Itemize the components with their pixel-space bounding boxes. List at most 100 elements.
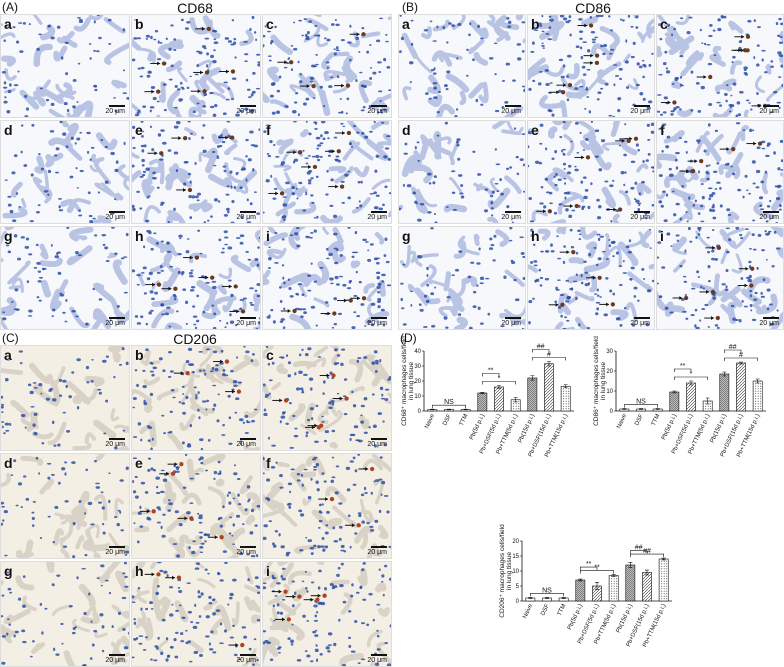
bar xyxy=(477,392,488,412)
micrograph-tile-b-e: e 20 μm xyxy=(527,120,655,224)
scale-bar: 20 μm xyxy=(367,654,387,664)
tile-letter: a xyxy=(4,16,12,32)
scale-bar: 20 μm xyxy=(105,438,125,448)
tile-letter: h xyxy=(135,228,144,244)
x-tick-label: Pb(5d p.i.) xyxy=(469,413,486,441)
error-bar xyxy=(722,371,727,377)
x-tick-label: TTM xyxy=(557,603,568,617)
error-bar xyxy=(611,574,616,577)
panel-label-c: (C) xyxy=(2,331,19,345)
bar xyxy=(642,572,652,602)
error-bar xyxy=(578,578,583,582)
tile-letter: f xyxy=(660,122,665,138)
cd86-title: CD86 xyxy=(575,0,611,16)
scale-bar: 20 μm xyxy=(236,438,256,448)
micrograph-tile-c-h: h 20 μm xyxy=(131,561,261,667)
scale-bar: 20 μm xyxy=(236,211,256,221)
significance-label: # xyxy=(547,352,551,359)
significance-label: * xyxy=(690,371,693,378)
significance-bracket xyxy=(630,553,664,558)
x-tick-label: Pb(15d p.i.) xyxy=(518,413,537,444)
scale-bar: 20 μm xyxy=(501,105,521,115)
scale-bar: 20 μm xyxy=(367,211,387,221)
y-tick-label: 10 xyxy=(512,569,519,575)
y-axis-label: CD86⁺ macrophages cells/fieldin lung tis… xyxy=(593,336,607,426)
bar xyxy=(527,377,538,412)
significance-bracket xyxy=(674,368,692,372)
significance-label: NS xyxy=(444,399,454,406)
y-tick-label: 0 xyxy=(516,599,520,605)
error-bar xyxy=(595,582,599,590)
scale-bar: 20 μm xyxy=(105,654,125,664)
tile-letter: e xyxy=(135,455,143,471)
error-bar xyxy=(463,408,468,411)
x-tick-label: Pb(15d p.i.) xyxy=(710,413,729,444)
tile-letter: g xyxy=(4,228,13,244)
y-tick-label: 30 xyxy=(606,349,613,355)
error-bar xyxy=(645,569,649,576)
bar xyxy=(686,382,696,412)
tile-letter: i xyxy=(660,228,664,244)
micrograph-tile-c-a: a 20 μm xyxy=(0,345,130,451)
micrograph-tile-b-a: a 20 μm xyxy=(398,14,526,118)
micrograph-tile-c-g: g 20 μm xyxy=(0,561,130,667)
tile-letter: g xyxy=(4,563,13,579)
micrograph-tile-a-i: i 20 μm xyxy=(262,226,392,330)
scale-bar: 20 μm xyxy=(501,211,521,221)
significance-bracket xyxy=(530,593,564,597)
significance-bracket xyxy=(624,404,658,408)
tile-letter: c xyxy=(266,347,274,363)
error-bar xyxy=(547,361,551,367)
error-bar xyxy=(672,390,677,394)
micrograph-tile-a-d: d 20 μm xyxy=(0,120,130,224)
micrograph-tile-b-d: d 20 μm xyxy=(398,120,526,224)
micrograph-tile-c-i: i 20 μm xyxy=(262,561,392,667)
y-tick-label: 15 xyxy=(512,554,519,560)
error-bar xyxy=(497,385,501,389)
significance-bracket xyxy=(432,404,466,409)
x-tick-label: Naive xyxy=(424,413,436,430)
micrograph-tile-a-a: a 20 μm xyxy=(0,14,130,118)
bar xyxy=(752,380,763,412)
y-axis-label: CD206⁺ macrophages cells/fieldin lung ti… xyxy=(499,524,513,618)
micrograph-tile-a-f: f 20 μm xyxy=(262,120,392,224)
error-bar xyxy=(628,562,633,568)
scale-bar: 20 μm xyxy=(236,105,256,115)
significance-label: NS xyxy=(542,587,552,594)
tile-letter: i xyxy=(266,228,270,244)
micrograph-tile-b-f: f 20 μm xyxy=(656,120,784,224)
y-tick-label: 0 xyxy=(610,409,614,415)
tile-letter: f xyxy=(266,122,271,138)
bar xyxy=(719,373,730,412)
x-tick-label: Pb(5d p.i.) xyxy=(661,413,678,441)
tile-letter: e xyxy=(531,122,539,138)
significance-bracket xyxy=(724,349,742,353)
tile-letter: a xyxy=(4,347,12,363)
scale-bar: 20 μm xyxy=(759,317,779,327)
tile-letter: i xyxy=(266,563,270,579)
significance-label: ** xyxy=(586,561,592,568)
micrograph-tile-a-c: c 20 μm xyxy=(262,14,392,118)
micrograph-tile-c-d: d 20 μm xyxy=(0,453,130,559)
significance-bracket xyxy=(580,570,614,574)
tile-letter: c xyxy=(660,16,668,32)
bar xyxy=(494,386,504,412)
tile-letter: d xyxy=(4,122,13,138)
scale-bar: 20 μm xyxy=(367,546,387,556)
x-tick-label: DSF xyxy=(634,413,645,427)
significance-bracket xyxy=(724,357,758,361)
scale-bar: 20 μm xyxy=(367,105,387,115)
tile-letter: c xyxy=(266,16,274,32)
significance-label: ## xyxy=(635,545,643,552)
tile-letter: b xyxy=(135,16,144,32)
micrograph-tile-b-g: g 20 μm xyxy=(398,226,526,330)
error-bar xyxy=(661,557,666,561)
significance-bracket xyxy=(630,550,648,554)
y-tick-label: 40 xyxy=(414,349,421,355)
bar xyxy=(669,391,680,412)
scale-bar: 20 μm xyxy=(367,438,387,448)
micrograph-tile-c-f: f 20 μm xyxy=(262,453,392,559)
bar xyxy=(560,385,571,412)
scale-bar: 20 μm xyxy=(105,317,125,327)
micrograph-tile-b-i: i 20 μm xyxy=(656,226,784,330)
